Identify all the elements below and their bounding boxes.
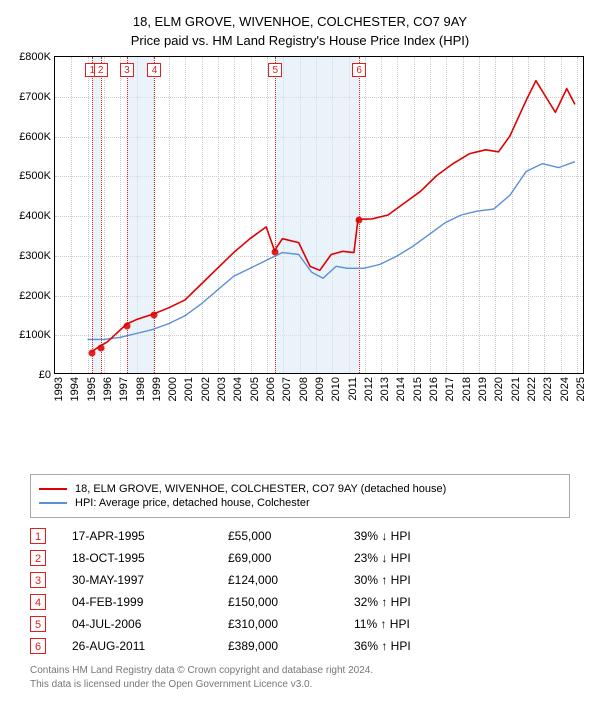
y-tick-label: £300K — [19, 250, 51, 262]
x-tick-label: 2016 — [428, 377, 440, 401]
legend-label: HPI: Average price, detached house, Colc… — [75, 497, 310, 509]
y-tick-label: £600K — [19, 131, 51, 143]
x-tick-label: 2013 — [379, 377, 391, 401]
footer-line-1: Contains HM Land Registry data © Crown c… — [30, 664, 570, 678]
title-line-1: 18, ELM GROVE, WIVENHOE, COLCHESTER, CO7… — [10, 14, 590, 29]
x-tick-label: 2024 — [559, 377, 571, 401]
x-tick-label: 2014 — [395, 377, 407, 401]
sale-price: £69,000 — [228, 551, 328, 565]
table-row: 5 04-JUL-2006 £310,000 11% ↑ HPI — [30, 616, 570, 632]
sale-diff: 36% ↑ HPI — [354, 639, 464, 653]
sale-num: 4 — [30, 594, 46, 610]
sale-price: £310,000 — [228, 617, 328, 631]
sale-num: 2 — [30, 550, 46, 566]
x-tick-label: 2001 — [183, 377, 195, 401]
table-row: 1 17-APR-1995 £55,000 39% ↓ HPI — [30, 528, 570, 544]
sale-num: 6 — [30, 638, 46, 654]
chart: £0£100K£200K£300K£400K£500K£600K£700K£80… — [10, 56, 590, 426]
plot-area: £0£100K£200K£300K£400K£500K£600K£700K£80… — [54, 56, 584, 374]
y-tick-label: £0 — [39, 369, 51, 381]
series-hpi — [87, 162, 574, 340]
sales-table: 1 17-APR-1995 £55,000 39% ↓ HPI 2 18-OCT-1995… — [30, 528, 570, 654]
x-tick-label: 1994 — [69, 377, 81, 401]
x-tick-label: 2015 — [412, 377, 424, 401]
sale-diff: 39% ↓ HPI — [354, 529, 464, 543]
x-tick-label: 2009 — [314, 377, 326, 401]
y-tick-label: £100K — [19, 329, 51, 341]
sale-price: £150,000 — [228, 595, 328, 609]
y-tick-label: £800K — [19, 51, 51, 63]
x-tick-label: 2018 — [461, 377, 473, 401]
sale-price: £55,000 — [228, 529, 328, 543]
title-line-2: Price paid vs. HM Land Registry's House … — [10, 33, 590, 48]
sale-num: 3 — [30, 572, 46, 588]
x-tick-label: 2006 — [265, 377, 277, 401]
x-tick-label: 2005 — [249, 377, 261, 401]
sale-num: 5 — [30, 616, 46, 632]
sale-diff: 23% ↓ HPI — [354, 551, 464, 565]
x-tick-label: 2017 — [444, 377, 456, 401]
table-row: 4 04-FEB-1999 £150,000 32% ↑ HPI — [30, 594, 570, 610]
sale-date: 26-AUG-2011 — [72, 639, 202, 653]
series-property — [92, 81, 575, 352]
x-tick-label: 2010 — [330, 377, 342, 401]
x-tick-label: 2020 — [493, 377, 505, 401]
x-tick-label: 2021 — [510, 377, 522, 401]
x-tick-label: 1999 — [151, 377, 163, 401]
x-tick-label: 2003 — [216, 377, 228, 401]
legend-swatch — [39, 488, 67, 490]
x-tick-label: 2012 — [363, 377, 375, 401]
sale-date: 18-OCT-1995 — [72, 551, 202, 565]
x-tick-label: 2004 — [232, 377, 244, 401]
x-tick-label: 2023 — [542, 377, 554, 401]
legend-item: 18, ELM GROVE, WIVENHOE, COLCHESTER, CO7… — [39, 483, 561, 495]
sale-diff: 30% ↑ HPI — [354, 573, 464, 587]
sale-num: 1 — [30, 528, 46, 544]
y-tick-label: £400K — [19, 210, 51, 222]
x-tick-label: 2000 — [167, 377, 179, 401]
x-tick-label: 1993 — [53, 377, 65, 401]
sale-diff: 32% ↑ HPI — [354, 595, 464, 609]
legend-label: 18, ELM GROVE, WIVENHOE, COLCHESTER, CO7… — [75, 483, 446, 495]
x-tick-label: 2025 — [575, 377, 587, 401]
y-tick-label: £500K — [19, 170, 51, 182]
legend-swatch — [39, 502, 67, 504]
legend: 18, ELM GROVE, WIVENHOE, COLCHESTER, CO7… — [30, 474, 570, 518]
sale-date: 04-JUL-2006 — [72, 617, 202, 631]
x-tick-label: 2008 — [298, 377, 310, 401]
sale-date: 04-FEB-1999 — [72, 595, 202, 609]
series-svg — [55, 57, 583, 373]
y-tick-label: £700K — [19, 91, 51, 103]
x-tick-label: 1995 — [86, 377, 98, 401]
x-tick-label: 2007 — [281, 377, 293, 401]
sale-date: 17-APR-1995 — [72, 529, 202, 543]
sale-date: 30-MAY-1997 — [72, 573, 202, 587]
x-tick-label: 2019 — [477, 377, 489, 401]
x-tick-label: 1996 — [102, 377, 114, 401]
table-row: 6 26-AUG-2011 £389,000 36% ↑ HPI — [30, 638, 570, 654]
x-tick-label: 1997 — [118, 377, 130, 401]
x-tick-label: 1998 — [135, 377, 147, 401]
x-tick-label: 2022 — [526, 377, 538, 401]
x-tick-label: 2011 — [347, 377, 359, 401]
sale-diff: 11% ↑ HPI — [354, 617, 464, 631]
sale-price: £389,000 — [228, 639, 328, 653]
table-row: 3 30-MAY-1997 £124,000 30% ↑ HPI — [30, 572, 570, 588]
footer-attribution: Contains HM Land Registry data © Crown c… — [30, 664, 570, 691]
legend-item: HPI: Average price, detached house, Colc… — [39, 497, 561, 509]
y-tick-label: £200K — [19, 290, 51, 302]
sale-price: £124,000 — [228, 573, 328, 587]
x-tick-label: 2002 — [200, 377, 212, 401]
table-row: 2 18-OCT-1995 £69,000 23% ↓ HPI — [30, 550, 570, 566]
